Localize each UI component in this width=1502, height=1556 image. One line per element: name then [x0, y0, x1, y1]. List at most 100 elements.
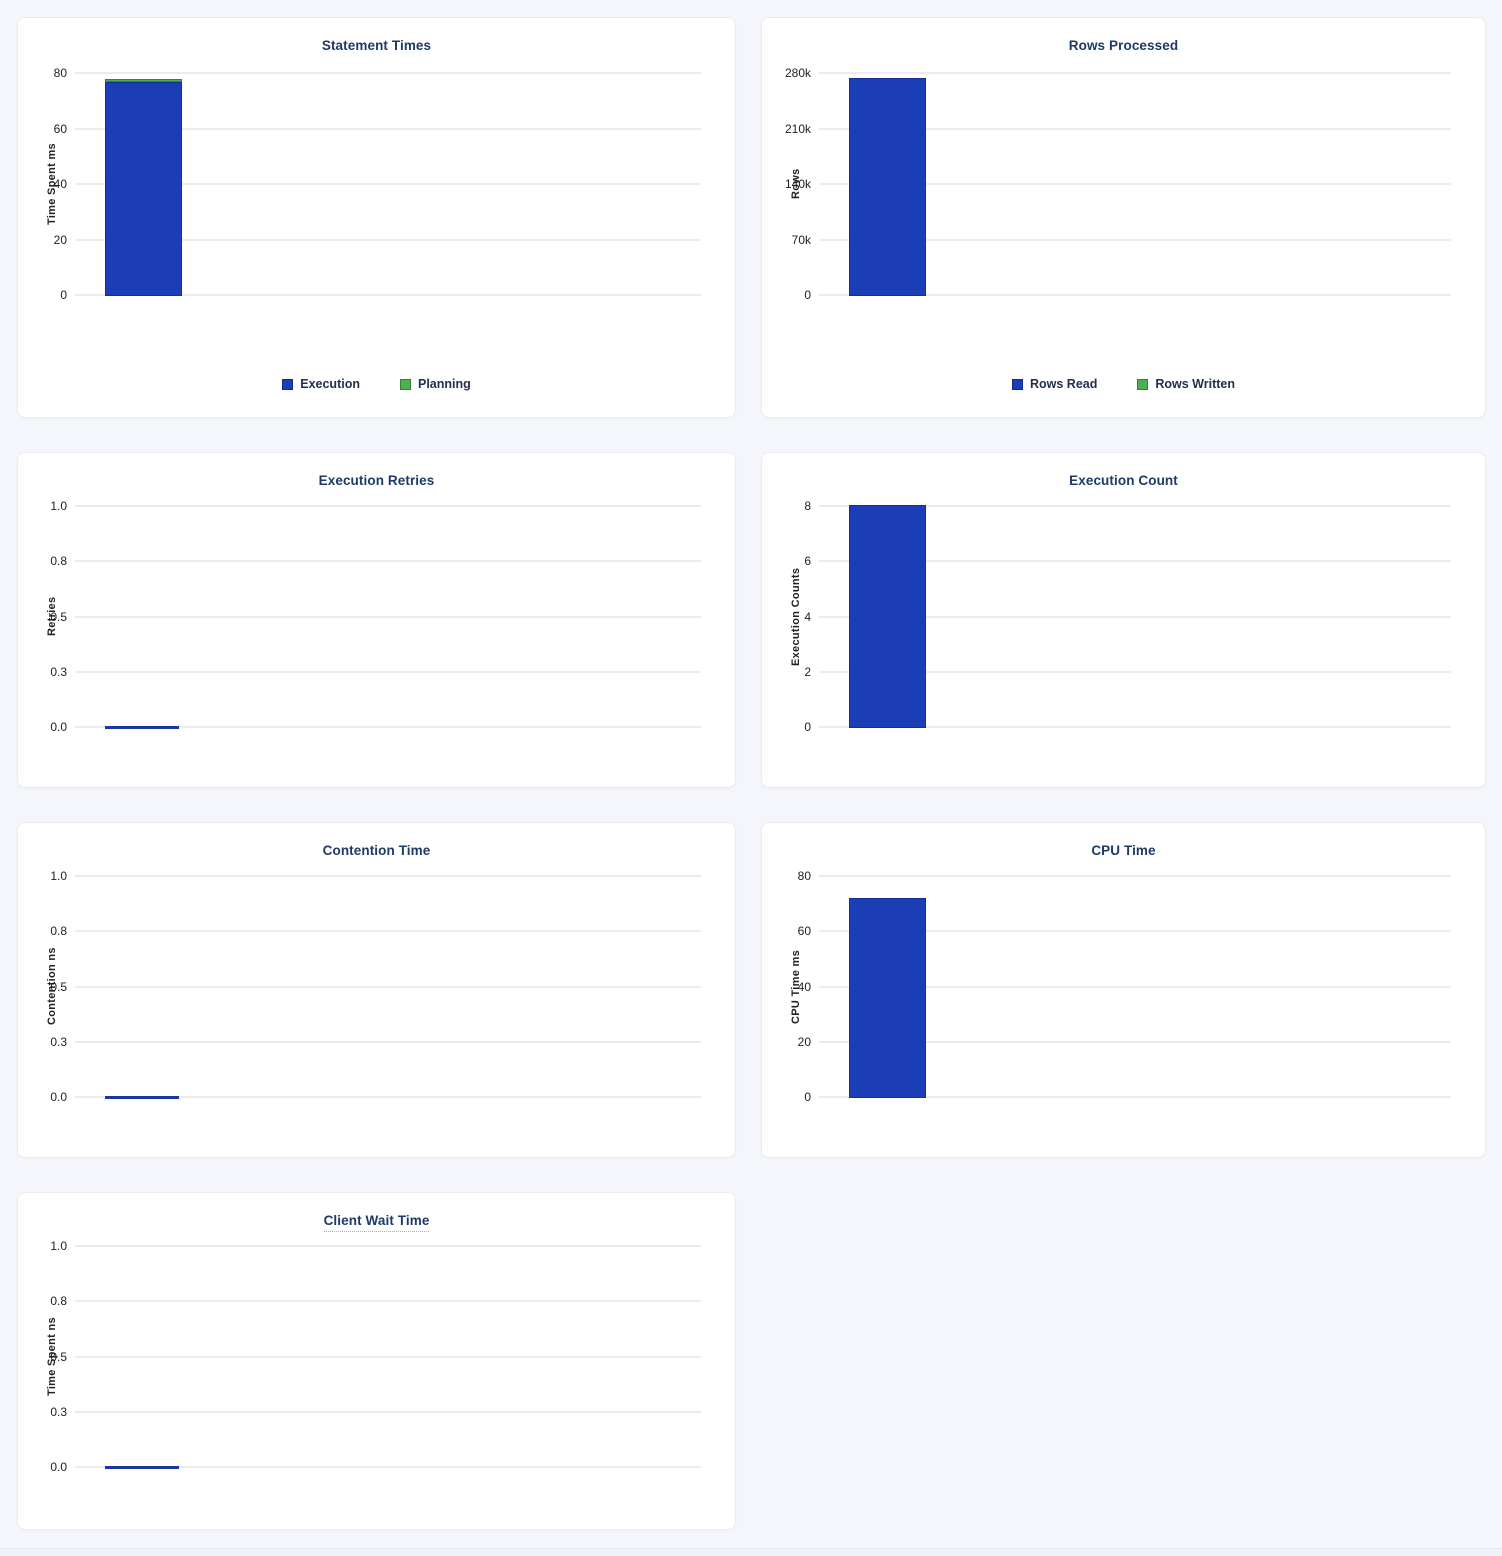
y-axis-label: Execution Counts — [790, 567, 802, 666]
gridline — [75, 560, 701, 562]
gridline — [75, 505, 701, 507]
cpu-time-plot: 0 20 40 60 80 — [798, 869, 1451, 1104]
y-tick-label: 60 — [53, 122, 67, 136]
gridline — [75, 875, 701, 877]
y-tick-label: 20 — [797, 1035, 811, 1049]
y-tick-label: 0.5 — [50, 610, 67, 624]
legend-item-rows-written: Rows Written — [1137, 377, 1235, 391]
gridline — [75, 1096, 701, 1098]
gridline — [819, 986, 1451, 988]
legend-swatch-icon — [399, 378, 411, 390]
legend-label: Rows Read — [1029, 377, 1098, 391]
gridline — [819, 671, 1451, 673]
y-tick-label: 70k — [791, 233, 811, 247]
statement-times-legend: Execution Planning — [18, 377, 735, 391]
chart-title-text: CPU Time — [1091, 843, 1156, 858]
y-tick-label: 2 — [804, 665, 811, 679]
chart-title-text: Contention Time — [322, 843, 431, 858]
gridline — [75, 616, 701, 618]
y-tick-label: 80 — [797, 869, 811, 883]
gridline — [75, 986, 701, 988]
chart-title-rows-processed: Rows Processed — [762, 38, 1485, 53]
gridline — [75, 72, 701, 74]
y-tick-label: 0.3 — [50, 1405, 67, 1419]
y-tick-label: 40 — [53, 177, 67, 191]
chart-title-contention-time: Contention Time — [18, 843, 735, 858]
gridline — [75, 726, 701, 728]
contention-time-plot: 0.0 0.3 0.5 0.8 1.0 — [50, 869, 701, 1104]
y-tick-label: 0.0 — [50, 1090, 67, 1104]
legend-label: Rows Written — [1155, 377, 1236, 391]
y-tick-label: 0.8 — [50, 554, 67, 568]
bar-segment-planning — [105, 79, 182, 82]
legend-item-execution: Execution — [282, 377, 360, 391]
gridline — [819, 726, 1451, 728]
gridline — [75, 1300, 701, 1302]
y-tick-label: 1.0 — [50, 499, 67, 513]
rows-processed-card: Rows Processed Rows 0 70k 140k 210k 280k Row… — [761, 17, 1486, 418]
execution-count-plot: 0 2 4 6 8 — [804, 499, 1451, 734]
zero-value-line-contention-time — [105, 1096, 179, 1099]
y-tick-label: 0.8 — [50, 924, 67, 938]
bar-segment-execution-count — [849, 505, 926, 728]
y-tick-label: 0 — [804, 1090, 811, 1104]
legend-item-rows-read: Rows Read — [1011, 377, 1098, 391]
chart-title-text: Execution Count — [1069, 473, 1178, 488]
gridline — [819, 505, 1451, 507]
legend-label: Planning — [417, 377, 471, 391]
chart-title-text: Execution Retries — [318, 473, 435, 488]
y-tick-label: 60 — [797, 924, 811, 938]
legend-swatch-icon — [282, 378, 294, 390]
gridline — [75, 930, 701, 932]
legend-swatch-icon — [1011, 378, 1023, 390]
rows-processed-legend: Rows Read Rows Written — [762, 377, 1485, 391]
y-tick-label: 0.8 — [50, 1294, 67, 1308]
statement-times-plot: 0 20 40 60 80 — [54, 66, 701, 302]
legend-item-planning: Planning — [399, 377, 471, 391]
gridline — [819, 616, 1451, 618]
gridline — [819, 72, 1451, 74]
chart-title-execution-count: Execution Count — [762, 473, 1485, 488]
gridline — [75, 671, 701, 673]
gridline — [75, 1041, 701, 1043]
y-tick-label: 0.3 — [50, 1035, 67, 1049]
gridline — [75, 183, 701, 185]
y-tick-label: 8 — [804, 499, 811, 513]
gridline — [75, 294, 701, 296]
y-tick-label: 210k — [784, 122, 811, 136]
execution-retries-plot: 0.0 0.3 0.5 0.8 1.0 — [50, 499, 701, 734]
y-tick-label: 0.5 — [50, 980, 67, 994]
rows-processed-plot: 0 70k 140k 210k 280k — [785, 66, 1451, 302]
chart-title-text-with-tooltip[interactable]: Client Wait Time — [323, 1213, 430, 1232]
y-tick-label: 1.0 — [50, 1239, 67, 1253]
chart-title-text: Rows Processed — [1068, 38, 1179, 53]
y-tick-label: 0 — [60, 288, 67, 302]
gridline — [819, 930, 1451, 932]
chart-title-text: Statement Times — [321, 38, 432, 53]
y-tick-label: 0 — [804, 288, 811, 302]
bar-segment-execution — [105, 82, 182, 296]
gridline — [819, 875, 1451, 877]
y-tick-label: 0.0 — [50, 720, 67, 734]
chart-title-cpu-time: CPU Time — [762, 843, 1485, 858]
bar-segment-rows-read — [849, 78, 926, 296]
execution-count-card: Execution Count Execution Counts 0 2 4 6 8 — [761, 452, 1486, 788]
client-wait-time-plot: 0.0 0.3 0.5 0.8 1.0 — [50, 1239, 701, 1474]
gridline — [75, 1356, 701, 1358]
y-tick-label: 0.3 — [50, 665, 67, 679]
y-tick-label: 1.0 — [50, 869, 67, 883]
cpu-time-card: CPU Time CPU Time ms 0 20 40 60 80 — [761, 822, 1486, 1158]
zero-value-line-client-wait-time — [105, 1466, 179, 1469]
y-tick-label: 140k — [784, 177, 811, 191]
y-tick-label: 4 — [804, 610, 811, 624]
y-tick-label: 6 — [804, 554, 811, 568]
y-tick-label: 0.5 — [50, 1350, 67, 1364]
gridline — [819, 1041, 1451, 1043]
y-tick-label: 80 — [53, 66, 67, 80]
y-tick-label: 40 — [797, 980, 811, 994]
zero-value-line-execution-retries — [105, 726, 179, 729]
bar-segment-cpu-time — [849, 898, 926, 1098]
gridline — [819, 560, 1451, 562]
client-wait-time-card: Client Wait Time Time Spent ns 0.0 0.3 0.5… — [17, 1192, 736, 1530]
